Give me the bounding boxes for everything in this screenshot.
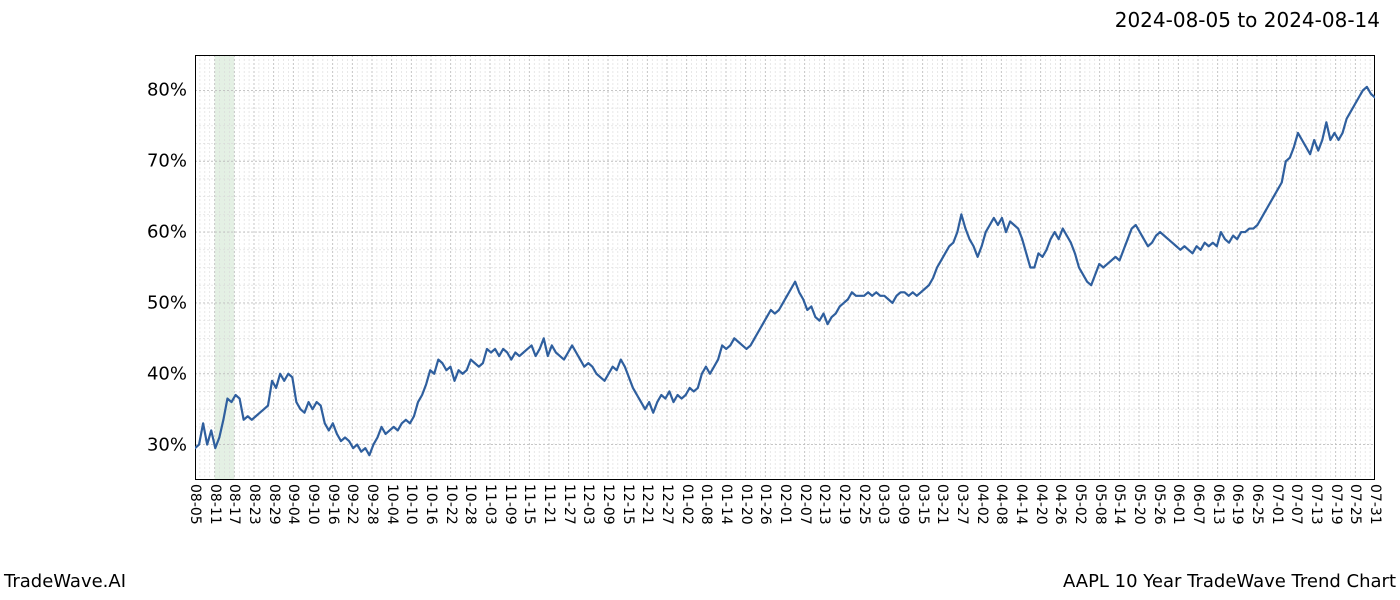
x-tick-label: 10-22 bbox=[443, 484, 459, 525]
chart-container: 2024-08-05 to 2024-08-14 30%40%50%60%70%… bbox=[0, 0, 1400, 600]
y-tick-label: 80% bbox=[147, 80, 187, 101]
footer-title: AAPL 10 Year TradeWave Trend Chart bbox=[1063, 571, 1396, 592]
x-tick-label: 12-03 bbox=[580, 484, 596, 525]
x-tick-label: 05-08 bbox=[1092, 484, 1108, 525]
x-tick-label: 06-25 bbox=[1249, 484, 1265, 525]
x-tick-label: 08-11 bbox=[207, 484, 223, 525]
x-tick-label: 12-27 bbox=[659, 484, 675, 525]
x-tick-label: 06-01 bbox=[1170, 484, 1186, 525]
x-tick-label: 12-21 bbox=[639, 484, 655, 525]
y-tick-label: 30% bbox=[147, 434, 187, 455]
x-tick-label: 05-20 bbox=[1131, 484, 1147, 525]
x-tick-label: 06-19 bbox=[1229, 484, 1245, 525]
x-tick-label: 07-07 bbox=[1288, 484, 1304, 525]
x-tick-label: 11-21 bbox=[541, 484, 557, 525]
x-tick-label: 03-27 bbox=[954, 484, 970, 525]
x-tick-label: 07-25 bbox=[1347, 484, 1363, 525]
x-tick-label: 07-13 bbox=[1308, 484, 1324, 525]
x-tick-label: 05-14 bbox=[1111, 484, 1127, 525]
x-tick-label: 02-25 bbox=[856, 484, 872, 525]
x-tick-label: 12-15 bbox=[620, 484, 636, 525]
x-tick-label: 04-26 bbox=[1052, 484, 1068, 525]
x-tick-label: 10-10 bbox=[403, 484, 419, 525]
footer-brand: TradeWave.AI bbox=[4, 571, 126, 592]
x-tick-label: 02-07 bbox=[797, 484, 813, 525]
y-tick-label: 70% bbox=[147, 151, 187, 172]
y-tick-label: 40% bbox=[147, 363, 187, 384]
x-tick-label: 09-16 bbox=[325, 484, 341, 525]
plot-area: 30%40%50%60%70%80%08-0508-1108-1708-2308… bbox=[195, 55, 1375, 480]
x-tick-label: 09-04 bbox=[285, 484, 301, 525]
x-tick-label: 05-26 bbox=[1151, 484, 1167, 525]
x-tick-label: 09-10 bbox=[305, 484, 321, 525]
x-tick-label: 01-20 bbox=[738, 484, 754, 525]
x-tick-label: 11-03 bbox=[482, 484, 498, 525]
x-tick-label: 04-14 bbox=[1013, 484, 1029, 525]
y-tick-label: 50% bbox=[147, 292, 187, 313]
x-tick-label: 02-13 bbox=[816, 484, 832, 525]
line-chart-svg bbox=[195, 55, 1375, 480]
x-tick-label: 08-05 bbox=[187, 484, 203, 525]
x-tick-label: 01-08 bbox=[698, 484, 714, 525]
x-tick-label: 11-27 bbox=[561, 484, 577, 525]
x-tick-label: 02-19 bbox=[836, 484, 852, 525]
x-tick-label: 03-09 bbox=[895, 484, 911, 525]
x-tick-label: 08-29 bbox=[266, 484, 282, 525]
x-tick-label: 07-31 bbox=[1367, 484, 1383, 525]
x-tick-label: 08-17 bbox=[226, 484, 242, 525]
x-tick-label: 10-04 bbox=[384, 484, 400, 525]
x-tick-label: 01-26 bbox=[757, 484, 773, 525]
y-tick-label: 60% bbox=[147, 222, 187, 243]
x-tick-label: 07-01 bbox=[1269, 484, 1285, 525]
x-tick-label: 11-15 bbox=[521, 484, 537, 525]
x-tick-label: 07-19 bbox=[1328, 484, 1344, 525]
x-tick-label: 06-13 bbox=[1210, 484, 1226, 525]
x-tick-label: 04-20 bbox=[1033, 484, 1049, 525]
x-tick-label: 12-09 bbox=[600, 484, 616, 525]
x-tick-label: 02-01 bbox=[777, 484, 793, 525]
x-tick-label: 10-28 bbox=[462, 484, 478, 525]
x-tick-label: 01-02 bbox=[679, 484, 695, 525]
x-tick-label: 08-23 bbox=[246, 484, 262, 525]
x-tick-label: 11-09 bbox=[502, 484, 518, 525]
x-tick-label: 10-16 bbox=[423, 484, 439, 525]
x-tick-label: 04-08 bbox=[993, 484, 1009, 525]
x-tick-label: 03-21 bbox=[934, 484, 950, 525]
x-tick-label: 01-14 bbox=[718, 484, 734, 525]
date-range-label: 2024-08-05 to 2024-08-14 bbox=[1115, 8, 1380, 32]
x-tick-label: 04-02 bbox=[974, 484, 990, 525]
x-tick-label: 09-22 bbox=[344, 484, 360, 525]
x-tick-label: 03-15 bbox=[915, 484, 931, 525]
x-tick-label: 06-07 bbox=[1190, 484, 1206, 525]
x-tick-label: 05-02 bbox=[1072, 484, 1088, 525]
x-tick-label: 03-03 bbox=[875, 484, 891, 525]
x-tick-label: 09-28 bbox=[364, 484, 380, 525]
